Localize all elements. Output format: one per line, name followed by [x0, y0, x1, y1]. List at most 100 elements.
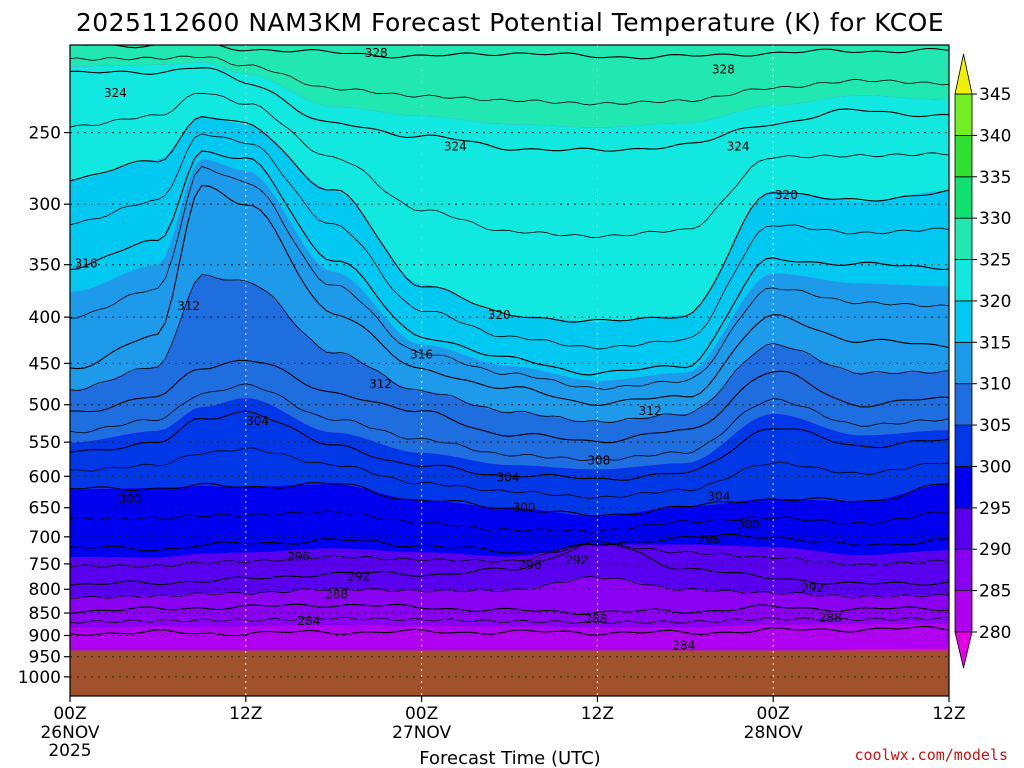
contour-label: 324	[727, 139, 750, 153]
y-tick-label: 900	[29, 626, 61, 646]
y-tick-label: 300	[29, 195, 61, 215]
colorbar-band	[954, 300, 973, 343]
contour-label: 288	[325, 588, 348, 602]
contour-label: 296	[287, 550, 310, 564]
y-tick-label: 750	[29, 555, 61, 575]
y-tick-label: 950	[29, 648, 61, 668]
isentrope-intermediate	[70, 447, 949, 499]
contour-label: 328	[712, 63, 735, 77]
y-tick-label: 450	[29, 354, 61, 374]
isentrope-312	[70, 185, 949, 407]
x-tick-label: 12Z	[581, 704, 614, 724]
isentrope-320	[70, 116, 949, 323]
colorbar-band	[954, 259, 973, 302]
contour-label: 292	[801, 581, 824, 595]
colorbar-label: 310	[979, 375, 1011, 395]
y-tick-label: 600	[29, 467, 61, 487]
ground-terrain	[70, 650, 949, 696]
contour-label: 296	[697, 533, 720, 547]
isentrope-292	[70, 540, 949, 586]
y-axis: 2503003504004505005506006507007508008509…	[18, 124, 70, 688]
colorbar-label: 285	[979, 582, 1011, 602]
colorbar: 280 285 290 295 300 305 310 315 320 325 330 335 340 3…	[954, 53, 1011, 669]
contour-label: 300	[119, 492, 142, 506]
y-tick-label: 550	[29, 433, 61, 453]
isentrope-intermediate	[70, 274, 949, 424]
colorbar-band	[954, 424, 973, 467]
colorbar-band	[954, 548, 973, 592]
isentrope-296	[70, 533, 949, 554]
contour-label: 292	[347, 569, 370, 583]
colorbar-band	[954, 466, 973, 509]
isentrope-328	[77, 45, 949, 60]
isentrope-316	[70, 150, 949, 376]
contour-label: 312	[177, 299, 200, 313]
colorbar-label: 335	[979, 168, 1011, 188]
isentrope-308	[70, 359, 949, 444]
colorbar-label: 280	[979, 623, 1011, 643]
contour-label: 312	[639, 404, 662, 418]
contour-label: 284	[297, 614, 320, 628]
isentrope-324	[70, 67, 949, 152]
isentrope-284	[70, 625, 949, 637]
x-tick-date: 26NOV	[40, 723, 99, 743]
y-tick-label: 650	[29, 499, 61, 519]
contour-label: 328	[365, 46, 388, 60]
contour-label: 284	[672, 638, 695, 652]
credit-text: coolwx.com/models	[854, 746, 1008, 764]
isentrope-intermediate	[70, 165, 949, 390]
y-tick-label: 850	[29, 604, 61, 624]
x-tick-date: 28NOV	[744, 723, 803, 743]
isentrope-288	[70, 603, 949, 616]
y-tick-label: 400	[29, 308, 61, 328]
colorbar-band	[954, 590, 973, 633]
y-tick-label: 700	[29, 528, 61, 548]
x-tick-date: 27NOV	[392, 723, 451, 743]
colorbar-label: 305	[979, 416, 1011, 436]
contour-label: 296	[519, 558, 542, 572]
colorbar-label: 340	[979, 126, 1011, 146]
colorbar-label: 295	[979, 499, 1011, 519]
isentrope-intermediate	[70, 576, 949, 599]
colorbar-band	[954, 93, 973, 136]
x-tick-label: 00Z	[757, 704, 790, 724]
colorbar-band	[954, 134, 973, 178]
contour-label: 316	[410, 348, 433, 362]
x-tick-label: 12Z	[229, 704, 262, 724]
isentrope-304	[70, 410, 949, 481]
colorbar-band	[954, 217, 973, 260]
colorbar-band	[954, 341, 973, 385]
contour-label: 304	[497, 471, 520, 485]
contour-label: 304	[708, 490, 731, 504]
isentrope-intermediate	[70, 55, 949, 106]
colorbar-label: 300	[979, 457, 1011, 477]
contour-label: 304	[246, 414, 269, 428]
colorbar-label: 315	[979, 333, 1011, 353]
y-tick-label: 350	[29, 256, 61, 276]
plot-frame	[69, 44, 950, 697]
x-tick-label: 00Z	[405, 704, 438, 724]
colorbar-label: 320	[979, 292, 1011, 312]
x-tick-year: 2025	[48, 741, 91, 761]
y-tick-label: 800	[29, 580, 61, 600]
color-field	[70, 45, 949, 696]
ground-fill	[70, 650, 949, 696]
isentrope-intermediate	[70, 133, 949, 350]
colorbar-band	[954, 507, 973, 550]
contour-label: 308	[587, 453, 610, 467]
colorbar-band	[954, 176, 973, 219]
isentrope-intermediate	[70, 510, 949, 533]
isentrope-300	[70, 482, 949, 517]
contour-label: 320	[488, 308, 511, 322]
isentrope-intermediate	[70, 383, 949, 462]
contour-label: 316	[75, 257, 98, 271]
contour-label: 288	[584, 612, 607, 626]
contour-label: 300	[513, 501, 536, 515]
colorbar-low-arrow	[954, 631, 973, 669]
contour-label: 324	[104, 86, 127, 100]
x-tick-label: 12Z	[932, 704, 965, 724]
isentrope-intermediate	[70, 92, 949, 239]
colorbar-label: 330	[979, 209, 1011, 229]
contour-label: 292	[565, 553, 588, 567]
contour-label: 300	[737, 517, 760, 531]
